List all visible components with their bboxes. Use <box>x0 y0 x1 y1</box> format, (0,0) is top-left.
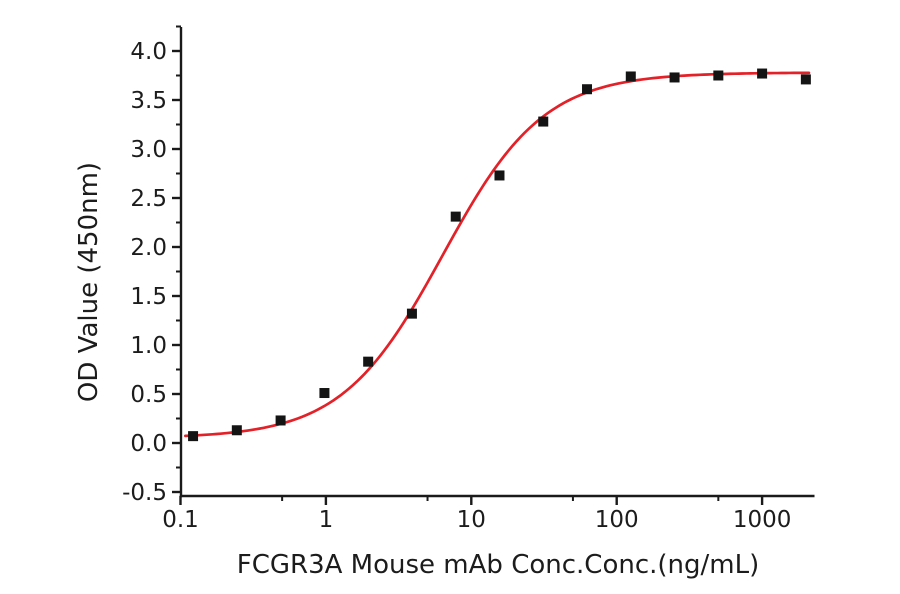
data-point <box>538 116 549 127</box>
data-point <box>231 425 242 436</box>
data-point <box>800 74 811 85</box>
y-tick-label: 1.0 <box>130 333 167 359</box>
data-point <box>406 308 417 319</box>
data-point <box>713 70 724 81</box>
data-point <box>625 71 636 82</box>
data-point <box>319 388 330 399</box>
fit-curve <box>184 71 811 438</box>
x-tick-label: 1000 <box>733 507 792 533</box>
data-point <box>188 431 199 442</box>
x-axis-title: FCGR3A Mouse mAb Conc.Conc.(ng/mL) <box>236 550 760 580</box>
y-tick-label: 4.0 <box>130 39 167 65</box>
x-tick-label: 100 <box>595 507 639 533</box>
y-tick-label: 0.5 <box>130 382 167 408</box>
x-tick-label: 0.1 <box>162 507 199 533</box>
data-point <box>363 356 374 367</box>
y-tick-label: 2.0 <box>130 235 167 261</box>
data-point <box>450 211 461 222</box>
y-tick-label: -0.5 <box>122 480 167 506</box>
y-tick-label: 2.5 <box>130 186 167 212</box>
x-tick-label: 1 <box>319 507 334 533</box>
data-point <box>275 415 286 426</box>
data-point <box>582 84 593 95</box>
y-tick-label: 3.5 <box>130 88 167 114</box>
data-point <box>757 68 768 79</box>
data-point <box>494 170 505 181</box>
y-tick-label: 3.0 <box>130 137 167 163</box>
y-tick-label: 1.5 <box>130 284 167 310</box>
y-axis-title: OD Value (450nm) <box>74 161 104 403</box>
y-tick-label: 0.0 <box>130 431 167 457</box>
x-tick-label: 10 <box>457 507 486 533</box>
data-point <box>669 72 680 83</box>
